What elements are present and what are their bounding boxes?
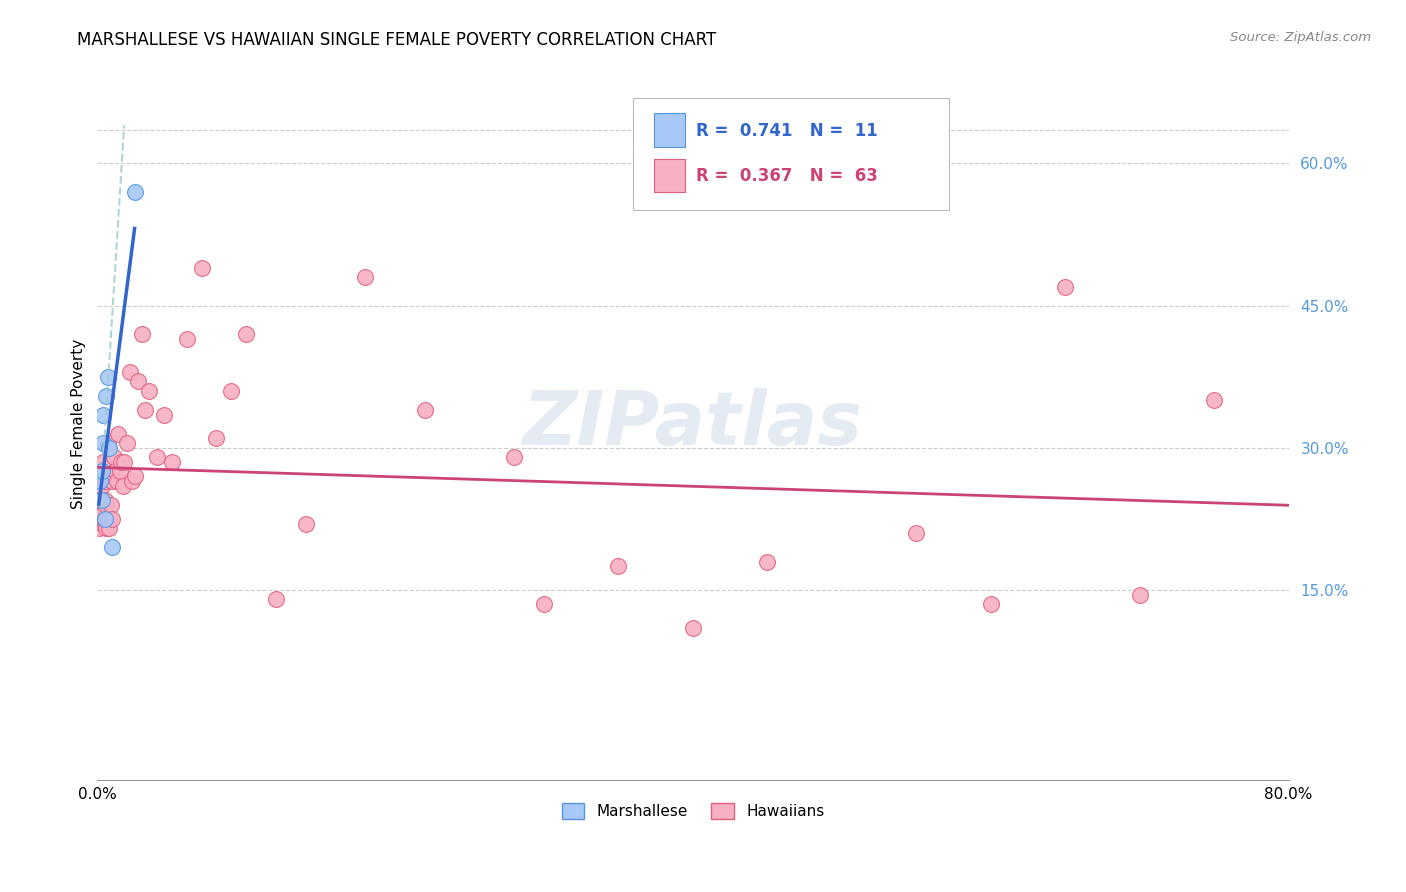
Point — [89, 502, 111, 516]
Point — [91, 507, 114, 521]
Point — [97, 512, 120, 526]
Point — [98, 441, 121, 455]
Point — [98, 469, 121, 483]
Point — [97, 436, 120, 450]
Point — [91, 455, 114, 469]
Point — [98, 521, 121, 535]
Point — [91, 408, 114, 422]
Point — [91, 516, 114, 531]
Point — [101, 541, 124, 555]
Point — [153, 408, 176, 422]
Point — [533, 597, 555, 611]
Point — [138, 384, 160, 398]
Text: ZIPatlas: ZIPatlas — [523, 387, 863, 460]
Point — [90, 478, 112, 492]
Point — [294, 516, 316, 531]
Point — [264, 592, 287, 607]
Text: MARSHALLESE VS HAWAIIAN SINGLE FEMALE POVERTY CORRELATION CHART: MARSHALLESE VS HAWAIIAN SINGLE FEMALE PO… — [77, 31, 717, 49]
Point — [131, 326, 153, 341]
Point — [112, 455, 135, 469]
Point — [682, 621, 704, 635]
Point — [105, 474, 128, 488]
Point — [124, 469, 146, 483]
Point — [235, 326, 257, 341]
Y-axis label: Single Female Poverty: Single Female Poverty — [72, 339, 86, 509]
Point — [221, 384, 243, 398]
Point — [121, 474, 143, 488]
Point — [101, 512, 124, 526]
Point — [100, 498, 122, 512]
Point — [120, 365, 142, 379]
Point — [146, 450, 169, 465]
Point — [94, 474, 117, 488]
Point — [94, 512, 117, 526]
Point — [104, 465, 127, 479]
Point — [190, 260, 212, 275]
Point — [89, 492, 111, 507]
Point — [108, 465, 131, 479]
Point — [354, 270, 377, 285]
Point — [94, 516, 117, 531]
Point — [107, 426, 129, 441]
Point — [90, 492, 112, 507]
Point — [89, 507, 111, 521]
Point — [90, 465, 112, 479]
Point — [1202, 393, 1225, 408]
Point — [91, 436, 114, 450]
Point — [756, 555, 779, 569]
Point — [96, 389, 118, 403]
Point — [124, 185, 146, 199]
Point — [205, 431, 228, 445]
Point — [90, 512, 112, 526]
Point — [127, 375, 149, 389]
Point — [103, 450, 125, 465]
Point — [96, 474, 118, 488]
Point — [111, 478, 134, 492]
Point — [134, 402, 156, 417]
Point — [607, 559, 630, 574]
Point — [96, 521, 118, 535]
Point — [1129, 588, 1152, 602]
Point — [110, 455, 132, 469]
Text: Source: ZipAtlas.com: Source: ZipAtlas.com — [1230, 31, 1371, 45]
Point — [94, 492, 117, 507]
Point — [101, 474, 124, 488]
Point — [87, 521, 110, 535]
Point — [97, 369, 120, 384]
Point — [905, 526, 928, 541]
Point — [90, 507, 112, 521]
Text: R =  0.741   N =  11: R = 0.741 N = 11 — [696, 122, 877, 140]
Point — [115, 436, 138, 450]
Point — [176, 332, 198, 346]
Point — [87, 512, 110, 526]
Point — [980, 597, 1002, 611]
Text: R =  0.367   N =  63: R = 0.367 N = 63 — [696, 168, 877, 186]
Point — [94, 512, 117, 526]
Point — [413, 402, 436, 417]
Point — [89, 474, 111, 488]
Point — [160, 455, 183, 469]
Point — [96, 498, 118, 512]
Point — [1054, 279, 1077, 293]
Point — [503, 450, 526, 465]
Legend: Marshallese, Hawaiians: Marshallese, Hawaiians — [555, 797, 831, 825]
